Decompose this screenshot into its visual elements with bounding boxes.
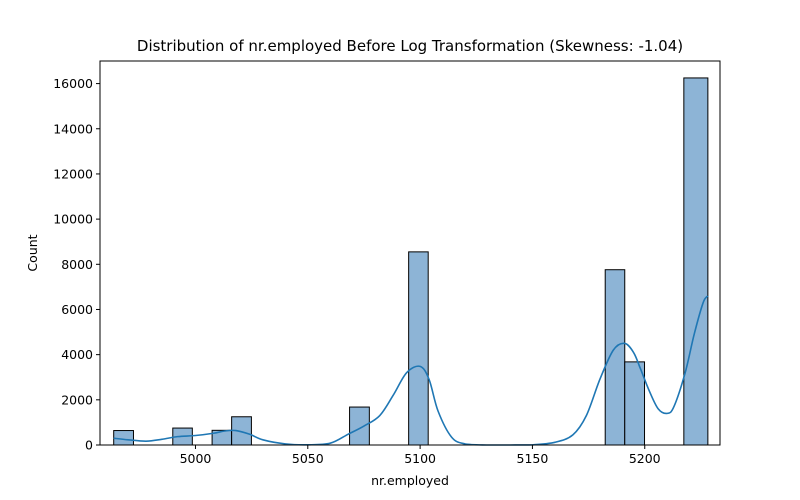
y-tick-label: 12000 [53,166,93,181]
histogram-bar [349,406,370,446]
plot-frame [99,60,721,446]
histogram-bar [624,361,646,446]
histogram-bar [604,269,626,446]
x-tick-label: 5050 [292,451,324,466]
kde-curve [113,295,709,446]
y-axis-ticks: 0 2000 4000 6000 8000 10000 12000 14000 16000 [53,76,100,453]
y-tick-label: 8000 [61,257,93,272]
x-tick-label: 5200 [629,451,661,466]
x-axis-ticks: 5000 5050 5100 5150 5200 [180,445,661,466]
y-tick-label: 10000 [53,212,93,227]
y-tick-label: 6000 [61,302,93,317]
x-axis-label: nr.employed [371,473,449,488]
y-tick-label: 2000 [61,392,93,407]
histogram-bar [683,77,709,446]
y-axis-label: Count [25,234,40,271]
x-tick-label: 5000 [180,451,212,466]
y-tick-label: 16000 [53,76,93,91]
chart-title: Distribution of nr.employed Before Log T… [137,37,683,55]
x-tick-label: 5100 [404,451,436,466]
histogram-bars [113,77,709,446]
y-tick-label: 14000 [53,121,93,136]
x-tick-label: 5150 [517,451,549,466]
y-tick-label: 0 [85,438,93,453]
y-tick-label: 4000 [61,347,93,362]
histogram-bar [408,251,429,446]
